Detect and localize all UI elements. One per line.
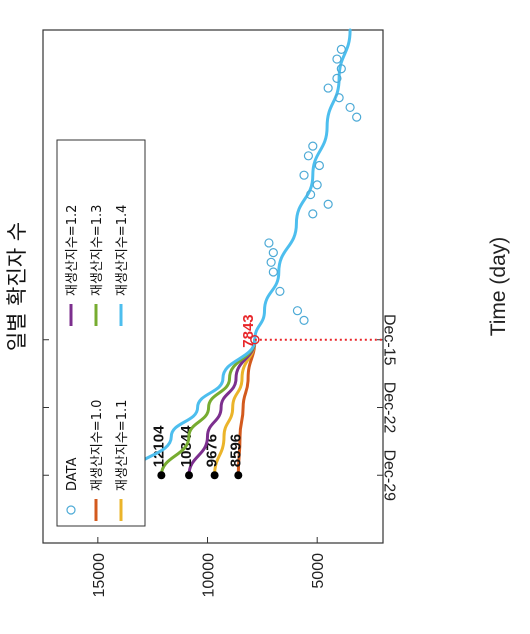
data-point	[352, 112, 362, 122]
series-line-4	[159, 338, 257, 477]
data-point	[303, 151, 314, 161]
date-tick-label: Dec-29	[381, 449, 398, 501]
series-line-3	[187, 338, 257, 477]
legend-entry-label: DATA	[65, 457, 80, 491]
data-point	[312, 180, 322, 190]
data-point	[323, 199, 333, 209]
data-point	[336, 64, 346, 74]
series-end-marker	[234, 471, 243, 480]
value-tick-label: 15000	[91, 553, 108, 598]
data-point	[332, 73, 342, 83]
data-point	[264, 238, 274, 248]
data-point	[314, 160, 324, 171]
data-point	[332, 54, 342, 64]
data-point	[336, 44, 346, 54]
highlight-label: 7843	[240, 314, 257, 347]
data-point	[266, 257, 276, 267]
data-point	[268, 248, 278, 258]
series-end-label: 12104	[150, 425, 167, 467]
data-point	[299, 170, 309, 180]
series-end-marker	[210, 471, 219, 480]
data-point	[275, 286, 285, 296]
data-point	[292, 306, 303, 316]
legend-box	[56, 139, 146, 527]
data-point	[308, 141, 318, 151]
series-end-label: 8596	[227, 434, 244, 467]
series-line-2	[213, 338, 257, 477]
data-point	[345, 102, 355, 113]
x-axis-title: Time (day)	[487, 237, 510, 337]
series-line-1	[236, 338, 257, 477]
series-end-marker	[157, 471, 166, 480]
chart-title: 일별 확진자 수	[5, 222, 29, 351]
data-point	[299, 315, 309, 325]
legend-entry-label: 재생산지수=1.3	[90, 205, 105, 296]
plot-area-frame	[42, 29, 384, 544]
date-tick-label: Dec-22	[381, 382, 398, 434]
data-point	[308, 209, 318, 219]
data-point	[268, 267, 278, 277]
series-end-marker	[185, 471, 194, 480]
data-point	[323, 83, 333, 93]
legend-entry-label: 재생산지수=1.4	[115, 205, 130, 296]
legend-entry-label: 재생산지수=1.1	[115, 400, 130, 491]
highlight-point	[250, 335, 260, 345]
legend-entry-label: 재생산지수=1.2	[65, 205, 80, 296]
date-tick-label: Dec-15	[381, 314, 398, 366]
value-tick-label: 10000	[201, 553, 218, 598]
legend-marker-data	[66, 505, 76, 515]
data-point	[306, 189, 316, 200]
data-point	[334, 93, 344, 103]
series-line-5	[130, 28, 352, 477]
legend-entry-label: 재생산지수=1.0	[90, 400, 105, 491]
value-tick-label: 5000	[310, 553, 327, 589]
